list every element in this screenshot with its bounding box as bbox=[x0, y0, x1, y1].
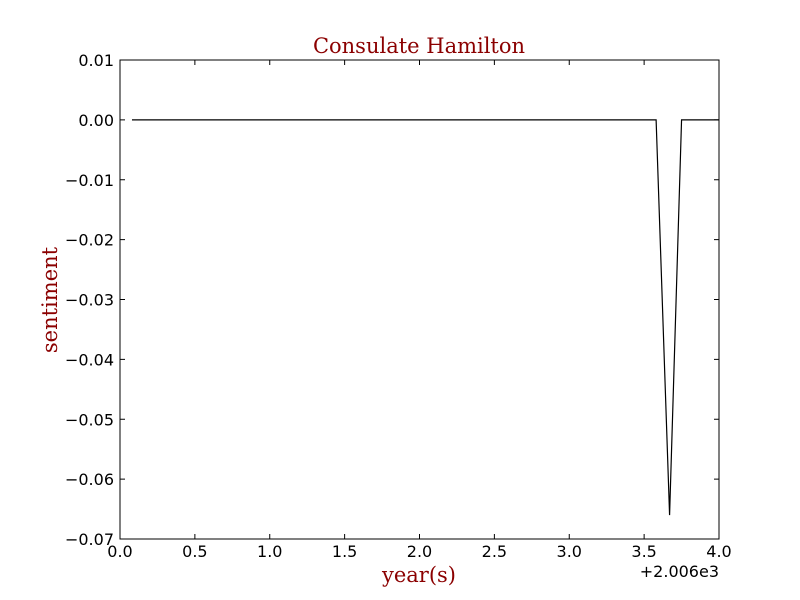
chart-title: Consulate Hamilton bbox=[313, 34, 525, 58]
series-lines bbox=[131, 119, 719, 516]
x-tick-label: 3.5 bbox=[631, 542, 656, 561]
y-tick-label: −0.03 bbox=[65, 291, 114, 310]
series-line bbox=[131, 119, 719, 516]
y-tick-label: −0.02 bbox=[65, 231, 114, 250]
y-tick-label: −0.05 bbox=[65, 410, 114, 429]
x-tick-label: 0.5 bbox=[182, 542, 207, 561]
y-axis-label: sentiment bbox=[38, 246, 62, 353]
y-tick-label: 0.00 bbox=[78, 111, 114, 130]
x-axis-label: year(s) bbox=[381, 563, 456, 587]
x-tick-label: 1.0 bbox=[257, 542, 282, 561]
y-tick-label: −0.06 bbox=[65, 470, 114, 489]
y-tick-label: −0.04 bbox=[65, 350, 114, 369]
x-tick-label: 4.0 bbox=[706, 542, 731, 561]
x-axis-offset-label: +2.006e3 bbox=[640, 562, 719, 581]
x-tick-label: 0.0 bbox=[107, 542, 132, 561]
x-tick-label: 2.5 bbox=[482, 542, 507, 561]
x-tick-label: 3.0 bbox=[557, 542, 582, 561]
y-tick-label: −0.01 bbox=[65, 171, 114, 190]
plot-area bbox=[119, 59, 720, 540]
x-axis-ticks: 0.0 0.5 1.0 1.5 2.0 2.5 3.0 3.5 4.0 bbox=[107, 60, 732, 561]
x-tick-label: 2.0 bbox=[407, 542, 432, 561]
y-tick-label: 0.01 bbox=[78, 51, 114, 70]
y-tick-label: −0.07 bbox=[65, 530, 114, 549]
y-axis-ticks: 0.01 0.00 −0.01 −0.02 −0.03 −0.04 −0.05 −0.06 −0… bbox=[65, 51, 719, 549]
x-tick-label: 1.5 bbox=[332, 542, 357, 561]
